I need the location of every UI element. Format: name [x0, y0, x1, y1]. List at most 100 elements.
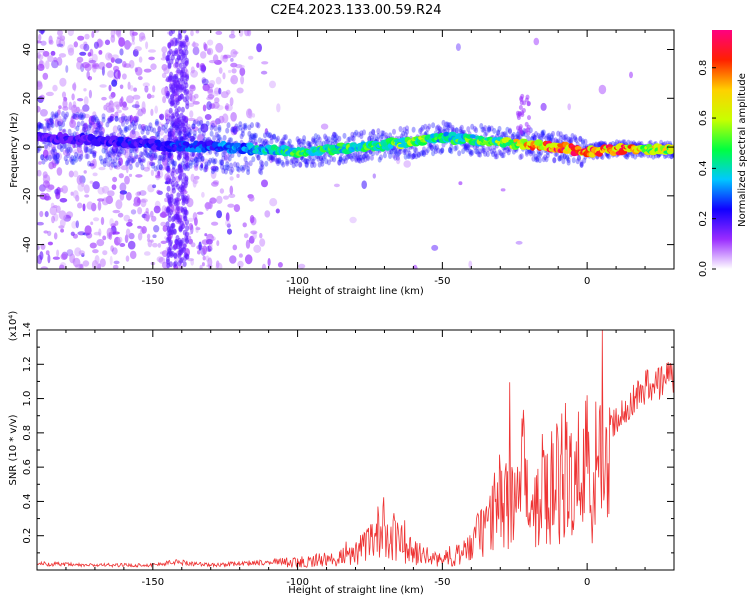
spectrogram-noise-blob: [250, 230, 258, 235]
spectrogram-noise-blob: [260, 70, 268, 75]
spectrogram-noise-blob: [83, 143, 88, 154]
spectrogram-ridge-halo: [124, 126, 129, 132]
spectrogram-noise-blob: [135, 145, 139, 154]
spectrogram-noise-blob: [118, 37, 125, 47]
spectrogram-noise-blob: [156, 256, 164, 263]
spectrogram-ridge-halo: [547, 132, 552, 139]
spectrogram-noise-blob: [110, 223, 116, 228]
spectrogram-noise-blob: [204, 202, 212, 210]
spectrogram-ridge-halo: [299, 141, 304, 148]
spectrogram-noise-blob: [47, 149, 56, 157]
spectrogram-ridge-halo: [76, 121, 81, 128]
spectrogram-noise-blob: [171, 176, 176, 183]
spectrogram-noise-blob: [184, 179, 189, 186]
spectrogram-ridge-halo: [164, 122, 168, 129]
spectrogram-ridge-halo: [54, 158, 59, 165]
spectrogram-noise-blob: [114, 111, 119, 119]
spectrogram-ridge-halo: [132, 124, 137, 131]
spectrogram-noise-blob: [108, 94, 114, 100]
spectrogram-ridge-halo: [156, 164, 161, 171]
spectrogram-ridge-halo: [342, 155, 347, 162]
spectrogram-noise-blob: [98, 166, 106, 171]
spectrogram-noise-blob: [244, 254, 253, 265]
spectrogram-noise-blob: [79, 51, 87, 56]
spectrogram-ridge-halo: [154, 120, 159, 127]
spectrogram-ridge-halo: [578, 136, 583, 143]
spectrogram-ridge-halo: [239, 133, 244, 140]
spectrogram-ridge-halo: [541, 133, 546, 140]
spectrogram-ridge-halo: [487, 125, 492, 132]
spectrogram-ridge-halo: [437, 125, 442, 132]
spectrogram-noise-blob: [132, 94, 141, 100]
spectrogram-ridge-halo: [40, 123, 45, 130]
spectrogram-noise-blob: [118, 157, 123, 166]
spectrogram-ridge-halo: [70, 155, 75, 161]
spectrogram-ridge-halo: [549, 133, 554, 140]
spectrogram-ridge-halo: [194, 156, 198, 163]
spectrogram-noise-blob: [181, 246, 186, 253]
spectrogram-noise-blob: [154, 121, 162, 126]
spectrogram-ridge-halo: [268, 132, 273, 139]
spectrogram-ridge-halo: [325, 138, 330, 145]
spectrogram-noise-blob: [127, 219, 133, 223]
spectrogram-noise-blob: [135, 66, 143, 76]
spectrogram-ridge-halo: [192, 130, 197, 137]
spectrogram-ridge-halo: [397, 149, 402, 156]
spectrogram-noise-blob: [91, 30, 95, 39]
spectrogram-ridge-halo: [81, 112, 86, 119]
spectrogram-noise-blob: [242, 222, 247, 228]
spectrogram-ridge-halo: [240, 127, 245, 134]
spectrogram-ridge-halo: [100, 131, 105, 138]
spectrogram-noise-blob: [209, 80, 216, 86]
spectrogram-noise-blob: [43, 230, 49, 234]
spectrogram-noise-blob: [92, 64, 100, 70]
spectrogram-ridge-halo: [505, 147, 510, 154]
spectrogram-ridge-halo: [217, 124, 222, 131]
spectrogram-ridge-halo: [208, 157, 213, 164]
spectrogram-ridge-halo: [303, 157, 308, 164]
spectrogram-noise-blob: [372, 173, 376, 179]
spectrogram-noise-blob: [166, 90, 171, 97]
spectrogram-ridge-halo: [450, 126, 455, 133]
spectrogram-noise-blob: [146, 160, 151, 170]
spectrogram-noise-blob: [89, 163, 95, 167]
spectrogram-ridge-halo: [416, 151, 421, 158]
spectrogram-noise-blob: [73, 81, 77, 92]
spectrogram-noise-blob: [81, 62, 90, 69]
spectrogram-ridge-halo: [78, 155, 82, 162]
spectrogram-noise-blob: [107, 53, 113, 59]
spectrogram-ridge-halo: [375, 149, 380, 156]
spectrogram-ridge-halo: [481, 126, 486, 133]
spectrogram-ridge-halo: [164, 127, 168, 134]
spectrogram-ridge-halo: [135, 116, 140, 123]
spectrogram-noise-blob: [533, 37, 540, 46]
spectrogram-ridge-halo: [540, 131, 545, 138]
spectrogram-noise-blob: [117, 212, 124, 218]
spectrogram-ridge-halo: [37, 124, 41, 131]
spectrogram-noise-blob: [52, 256, 61, 260]
spectrogram-noise-blob: [107, 70, 115, 78]
spectrogram-ridge-halo: [497, 149, 502, 156]
spectrogram-ridge-halo: [579, 161, 584, 168]
spectrogram-ridge-halo: [85, 129, 90, 136]
spectrogram-ridge-halo: [137, 157, 142, 164]
spectrogram-noise-blob: [201, 191, 205, 198]
spectrogram-noise-blob: [141, 35, 146, 41]
spectrogram-ridge-halo: [250, 122, 254, 129]
spectrogram-ridge-halo: [564, 133, 568, 140]
spectrogram-ridge-halo: [74, 151, 79, 158]
spectrogram-ridge-halo: [532, 134, 537, 141]
spectrogram-noise-blob: [187, 258, 195, 262]
spectrogram-noise-blob: [161, 46, 168, 54]
spectrogram-noise-blob: [431, 244, 439, 251]
spectrogram-ridge-halo: [151, 152, 155, 159]
spectrogram-noise-blob: [87, 76, 93, 81]
spectrogram-noise-blob: [188, 102, 195, 107]
spectrogram-noise-blob: [111, 184, 117, 191]
spectrogram-noise-blob: [131, 104, 140, 108]
spectrogram-noise-blob: [37, 54, 44, 60]
spectrogram-ridge-halo: [465, 144, 469, 150]
spectrogram-ridge-halo: [84, 153, 89, 160]
spectrogram-ridge-halo: [527, 115, 531, 121]
spectrogram-ridge-halo: [561, 158, 566, 165]
